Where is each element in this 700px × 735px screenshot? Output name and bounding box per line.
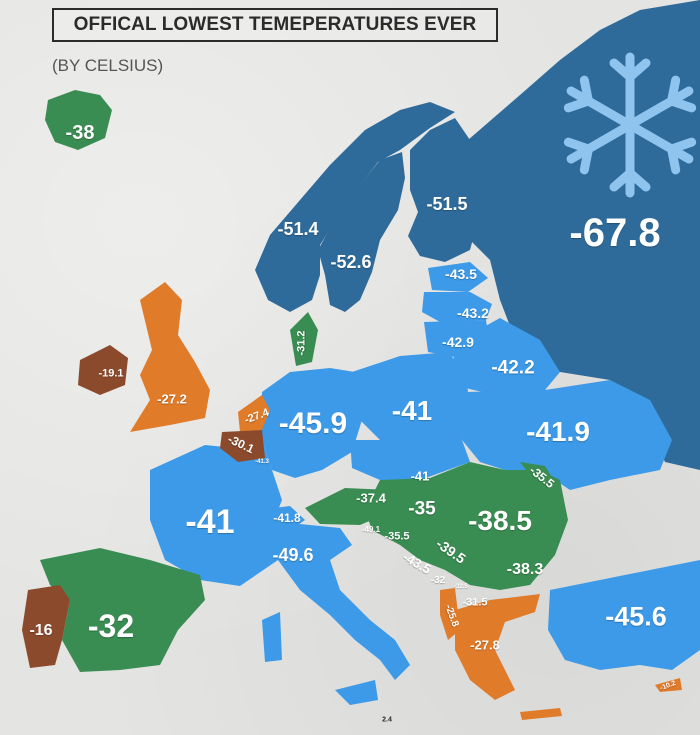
label-hungary: -35: [408, 498, 436, 520]
label-germany: -45.9: [278, 407, 348, 440]
label-malta: 2.4: [382, 716, 392, 724]
region-cyprus: [655, 678, 682, 692]
map-title: OFFICAL LOWEST TEMEPERATURES EVER: [52, 8, 498, 42]
label-north-macedonia: -31.5: [462, 596, 488, 609]
region-greece: [455, 594, 540, 700]
label-turkey: -45.6: [605, 601, 667, 632]
region-hungary-balkans: [365, 462, 568, 590]
label-switzerland: -41.8: [273, 511, 301, 525]
label-montenegro: -32: [430, 575, 446, 586]
label-kosovo: -32.5: [454, 584, 468, 590]
label-france: -41: [185, 503, 235, 541]
region-crete: [520, 708, 562, 720]
region-poland: [352, 352, 468, 446]
label-sweden: -52.6: [330, 252, 372, 272]
label-poland: -41: [391, 395, 433, 426]
label-slovenia: -49.1: [361, 525, 381, 534]
map-subtitle: (BY CELSIUS): [52, 56, 164, 75]
region-belgium: [220, 430, 265, 462]
region-italy: [262, 524, 410, 680]
region-norway: [255, 102, 455, 312]
region-estonia: [428, 262, 488, 292]
label-ireland: -19.1: [98, 367, 124, 380]
region-moldova: [520, 462, 560, 496]
region-france: [150, 440, 282, 586]
label-spain: -32: [87, 608, 135, 644]
label-latvia: -43.2: [457, 305, 489, 321]
label-finland: -51.5: [426, 194, 468, 214]
region-germany: [262, 368, 362, 478]
label-italy: -49.6: [272, 545, 314, 565]
label-estonia: -43.5: [445, 266, 477, 282]
region-turkey: [548, 560, 700, 670]
region-ukraine: [462, 380, 672, 490]
region-finland: [408, 118, 478, 262]
region-spain: [40, 548, 205, 672]
label-lithuania: -42.9: [442, 334, 474, 350]
region-netherlands: [238, 395, 270, 432]
label-belarus: -42.2: [491, 357, 535, 379]
label-greece: -27.8: [470, 637, 500, 653]
label-iceland: -38: [65, 122, 95, 144]
region-belarus: [452, 318, 560, 396]
label-norway: -51.4: [277, 219, 319, 239]
region-sweden: [318, 152, 405, 312]
region-sardinia: [262, 612, 282, 662]
region-czechia-slovakia: [350, 440, 470, 480]
region-denmark: [290, 312, 318, 366]
region-portugal: [22, 585, 70, 668]
label-slovakia: -41: [410, 468, 430, 484]
region-latvia: [422, 292, 492, 322]
label-portugal: -16: [29, 622, 53, 639]
label-uk: -27.2: [157, 391, 187, 407]
label-romania: -38.5: [468, 505, 532, 536]
label-luxembourg: -41.3: [255, 459, 269, 465]
region-ireland: [78, 345, 128, 395]
label-russia: -67.8: [569, 211, 661, 255]
snowflake-icon: [563, 52, 697, 198]
region-sicily: [335, 680, 378, 705]
label-croatia: -35.5: [384, 530, 410, 543]
region-iceland: [45, 90, 112, 150]
label-bulgaria: -38.3: [506, 561, 544, 578]
label-austria: -37.4: [356, 490, 386, 506]
region-uk: [130, 282, 210, 432]
label-ukraine: -41.9: [526, 416, 590, 447]
label-denmark: -31.2: [295, 330, 308, 356]
